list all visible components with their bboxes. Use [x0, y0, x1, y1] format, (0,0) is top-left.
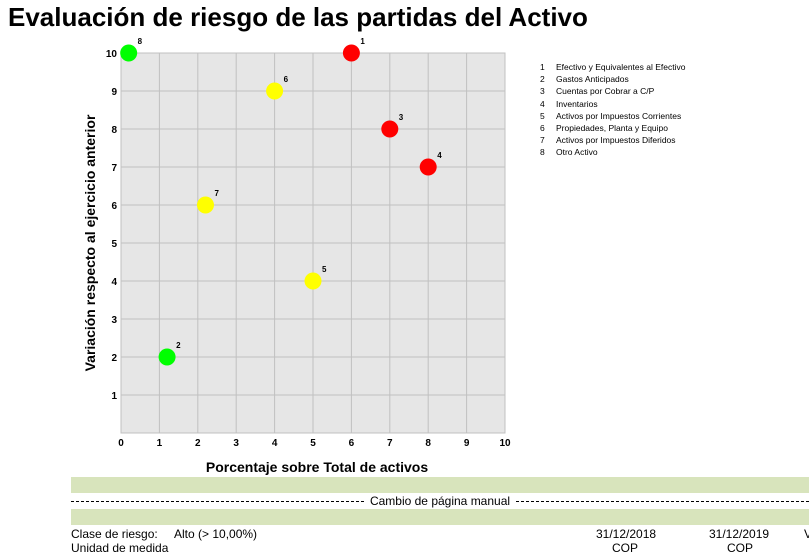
- legend-item-number: 6: [540, 122, 545, 133]
- data-point-1: [342, 44, 360, 62]
- legend-item-6: 6 Propiedades, Planta y Equipo: [540, 122, 685, 134]
- legend-item-number: 3: [540, 86, 545, 97]
- chart-legend: 1 Efectivo y Equivalentes al Efectivo 2 Gas…: [540, 61, 685, 159]
- x-tick-labels: 0 1 2 3 4 5 6 7 8 9 10: [118, 438, 511, 449]
- y-tick-label: 2: [111, 353, 117, 364]
- data-point-2: [158, 348, 176, 366]
- legend-item-number: 7: [540, 135, 545, 146]
- y-tick-label: 6: [111, 201, 117, 212]
- y-tick-label: 8: [111, 125, 117, 136]
- y-tick-label: 9: [111, 87, 117, 98]
- data-point-label-4: 4: [437, 151, 442, 160]
- y-tick-label: 1: [111, 391, 117, 402]
- data-point-label-3: 3: [399, 113, 404, 122]
- unit-value-2: COP: [727, 541, 754, 555]
- legend-item-number: 5: [540, 110, 545, 121]
- date-column-2: 31/12/2019: [709, 527, 770, 541]
- date-column-1: 31/12/2018: [596, 527, 657, 541]
- x-tick-label: 4: [272, 438, 278, 449]
- x-tick-label: 9: [464, 438, 470, 449]
- column-header-cut: V: [804, 527, 809, 541]
- green-band-top: [71, 477, 809, 493]
- y-tick-label: 10: [106, 49, 118, 60]
- legend-item-text: Activos por Impuestos Corrientes: [556, 110, 682, 121]
- legend-item-8: 8 Otro Activo: [540, 146, 685, 158]
- risk-class-label: Clase de riesgo:: [71, 527, 158, 541]
- page-break-divider: Cambio de página manual: [71, 493, 809, 509]
- x-tick-label: 5: [310, 438, 316, 449]
- data-point-6: [266, 82, 284, 100]
- legend-item-7: 7 Activos por Impuestos Diferidos: [540, 134, 685, 146]
- legend-item-text: Propiedades, Planta y Equipo: [556, 122, 668, 133]
- legend-item-2: 2 Gastos Anticipados: [540, 73, 685, 85]
- legend-item-text: Gastos Anticipados: [556, 74, 629, 85]
- legend-item-number: 4: [540, 98, 545, 109]
- x-tick-label: 0: [118, 438, 124, 449]
- legend-item-5: 5 Activos por Impuestos Corrientes: [540, 110, 685, 122]
- x-tick-label: 7: [387, 438, 393, 449]
- data-point-label-2: 2: [176, 341, 181, 350]
- y-tick-labels: 1 2 3 4 5 6 7 8 9 10: [106, 49, 118, 402]
- legend-item-text: Inventarios: [556, 98, 598, 109]
- risk-class-value: Alto (> 10,00%): [174, 527, 258, 541]
- data-point-label-1: 1: [360, 37, 365, 46]
- data-point-4: [419, 158, 437, 176]
- data-point-label-6: 6: [284, 75, 289, 84]
- legend-item-number: 2: [540, 74, 545, 85]
- x-tick-label: 1: [157, 438, 163, 449]
- page-break-label: Cambio de página manual: [364, 494, 516, 508]
- data-point-label-7: 7: [214, 189, 219, 198]
- legend-item-1: 1 Efectivo y Equivalentes al Efectivo: [540, 61, 685, 73]
- legend-item-number: 8: [540, 147, 545, 158]
- x-tick-label: 6: [349, 438, 355, 449]
- legend-item-4: 4 Inventarios: [540, 98, 685, 110]
- y-tick-label: 5: [111, 239, 117, 250]
- data-points: 1 2 3 4 5 6 7 8: [120, 37, 442, 366]
- data-point-label-5: 5: [322, 265, 327, 274]
- green-band-bottom: [71, 509, 809, 525]
- legend-item-3: 3 Cuentas por Cobrar a C/P: [540, 85, 685, 97]
- legend-item-text: Cuentas por Cobrar a C/P: [556, 86, 655, 97]
- x-tick-label: 2: [195, 438, 201, 449]
- x-tick-label: 10: [499, 438, 511, 449]
- data-point-8: [120, 44, 138, 62]
- x-tick-label: 8: [425, 438, 431, 449]
- unit-label: Unidad de medida: [71, 541, 169, 555]
- legend-item-number: 1: [540, 62, 545, 72]
- data-point-7: [196, 196, 214, 214]
- y-tick-label: 4: [111, 277, 117, 288]
- page-title: Evaluación de riesgo de las partidas del…: [8, 2, 588, 32]
- y-tick-label: 3: [111, 315, 117, 326]
- legend-item-text: Efectivo y Equivalentes al Efectivo: [556, 62, 686, 72]
- data-point-3: [381, 120, 399, 138]
- y-axis-title: Variación respecto al ejercicio anterior: [82, 114, 98, 371]
- unit-value-1: COP: [612, 541, 639, 555]
- legend-item-text: Activos por Impuestos Diferidos: [556, 135, 676, 146]
- legend-item-text: Otro Activo: [556, 147, 598, 158]
- x-tick-label: 3: [233, 438, 239, 449]
- grid-lines: [121, 53, 505, 433]
- x-axis-title: Porcentaje sobre Total de activos: [206, 459, 428, 475]
- data-point-label-8: 8: [138, 37, 143, 46]
- y-tick-label: 7: [111, 163, 117, 174]
- data-point-5: [304, 272, 322, 290]
